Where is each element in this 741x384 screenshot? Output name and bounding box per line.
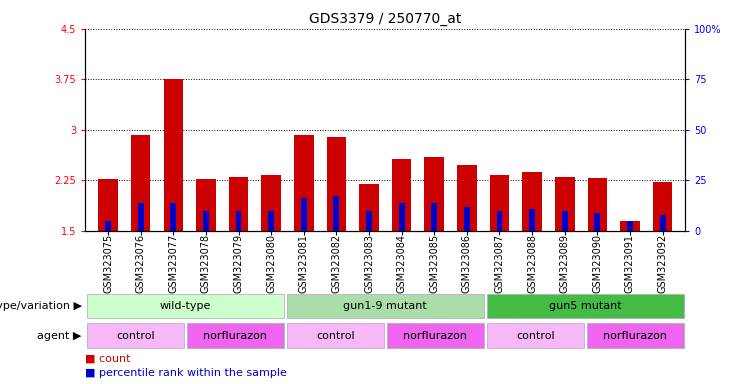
Text: ■ count: ■ count [85,353,130,363]
Bar [627,221,633,231]
Text: GSM323092: GSM323092 [657,234,668,293]
Text: norflurazon: norflurazon [203,331,268,341]
Bar [425,157,444,231]
Bar [87,323,184,348]
Bar [431,202,437,231]
Text: control: control [316,331,355,341]
Text: genotype/variation ▶: genotype/variation ▶ [0,301,82,311]
Bar [653,182,672,231]
Title: GDS3379 / 250770_at: GDS3379 / 250770_at [309,12,462,26]
Bar [464,207,470,231]
Bar [594,213,600,231]
Bar [587,323,684,348]
Bar [236,210,242,231]
Text: GSM323078: GSM323078 [201,234,211,293]
Text: wild-type: wild-type [159,301,211,311]
Text: norflurazon: norflurazon [403,331,468,341]
Bar [268,210,274,231]
Bar [187,323,284,348]
Bar [105,221,111,231]
Bar [131,134,150,231]
Bar [490,175,509,231]
Bar [496,210,502,231]
Bar [359,184,379,231]
Text: GSM323088: GSM323088 [527,234,537,293]
Bar [294,135,313,231]
Text: GSM323076: GSM323076 [136,234,146,293]
Bar [287,294,484,318]
Bar [487,294,684,318]
Bar [138,202,144,231]
Text: GSM323082: GSM323082 [331,234,342,293]
Bar [387,323,484,348]
Bar [87,294,284,318]
Bar [366,210,372,231]
Text: GSM323089: GSM323089 [559,234,570,293]
Text: control: control [116,331,155,341]
Bar [659,215,665,231]
Bar [287,323,384,348]
Bar [196,179,216,231]
Text: GSM323075: GSM323075 [103,234,113,293]
Bar [555,177,574,231]
Bar [203,210,209,231]
Text: control: control [516,331,555,341]
Text: GSM323077: GSM323077 [168,234,179,293]
Bar [99,179,118,231]
Text: GSM323085: GSM323085 [429,234,439,293]
Text: GSM323079: GSM323079 [233,234,244,293]
Bar [327,137,346,231]
Bar [392,159,411,231]
Text: GSM323081: GSM323081 [299,234,309,293]
Text: gun5 mutant: gun5 mutant [549,301,622,311]
Bar [457,166,476,231]
Bar [301,199,307,231]
Bar [229,177,248,231]
Bar [620,221,639,231]
Bar [529,209,535,231]
Bar [522,172,542,231]
Bar [399,202,405,231]
Text: GSM323087: GSM323087 [494,234,505,293]
Text: GSM323084: GSM323084 [396,234,407,293]
Text: agent ▶: agent ▶ [37,331,82,341]
Bar [333,197,339,231]
Bar [164,79,183,231]
Bar [170,202,176,231]
Text: gun1-9 mutant: gun1-9 mutant [343,301,428,311]
Text: GSM323080: GSM323080 [266,234,276,293]
Text: ■ percentile rank within the sample: ■ percentile rank within the sample [85,368,287,378]
Text: GSM323086: GSM323086 [462,234,472,293]
Text: GSM323083: GSM323083 [364,234,374,293]
Text: GSM323091: GSM323091 [625,234,635,293]
Bar [588,178,607,231]
Text: GSM323090: GSM323090 [592,234,602,293]
Bar [262,175,281,231]
Text: norflurazon: norflurazon [603,331,668,341]
Bar [562,210,568,231]
Bar [487,323,584,348]
